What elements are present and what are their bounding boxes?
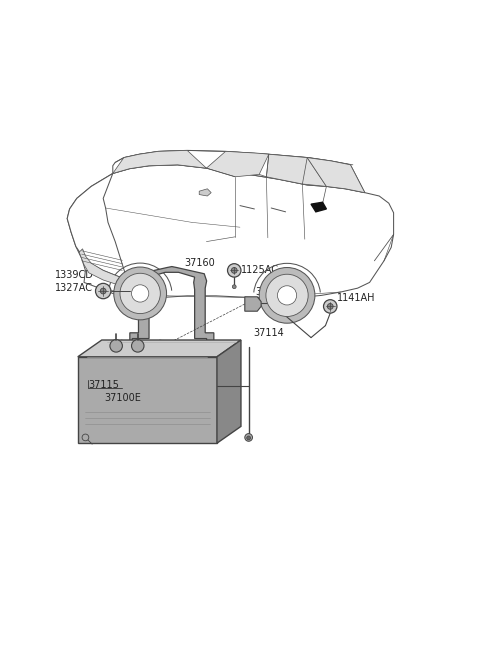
Polygon shape [199, 189, 211, 196]
Circle shape [132, 340, 144, 352]
Text: 37160: 37160 [184, 258, 215, 268]
Polygon shape [307, 157, 365, 193]
Circle shape [247, 436, 251, 440]
Polygon shape [245, 297, 261, 311]
Circle shape [245, 434, 252, 441]
Polygon shape [67, 165, 394, 299]
Polygon shape [311, 202, 326, 212]
Circle shape [132, 285, 149, 302]
Polygon shape [78, 357, 217, 443]
Circle shape [228, 264, 241, 277]
Circle shape [259, 268, 315, 323]
Circle shape [96, 283, 111, 298]
Circle shape [232, 285, 236, 289]
Polygon shape [113, 150, 365, 193]
Polygon shape [79, 249, 127, 286]
Text: 37180F: 37180F [255, 287, 292, 297]
Circle shape [324, 300, 337, 313]
Circle shape [277, 286, 297, 305]
Polygon shape [206, 152, 269, 177]
Text: 1125AC: 1125AC [241, 266, 279, 276]
Polygon shape [217, 340, 241, 443]
Text: 1141AH: 1141AH [337, 293, 376, 303]
Circle shape [327, 304, 333, 309]
Circle shape [110, 340, 122, 352]
Text: 37100E: 37100E [104, 393, 141, 403]
Polygon shape [130, 266, 214, 343]
Circle shape [266, 274, 308, 316]
Circle shape [231, 268, 237, 274]
Polygon shape [78, 340, 241, 357]
Circle shape [114, 267, 167, 320]
Polygon shape [266, 154, 326, 186]
Text: 37114: 37114 [253, 328, 284, 338]
Text: 37115: 37115 [89, 380, 120, 390]
Circle shape [120, 274, 160, 314]
Text: 1339CD: 1339CD [55, 270, 94, 280]
Polygon shape [67, 173, 127, 280]
Circle shape [100, 288, 106, 294]
Circle shape [82, 434, 89, 441]
Polygon shape [113, 150, 206, 173]
Text: 1327AC: 1327AC [55, 283, 93, 293]
